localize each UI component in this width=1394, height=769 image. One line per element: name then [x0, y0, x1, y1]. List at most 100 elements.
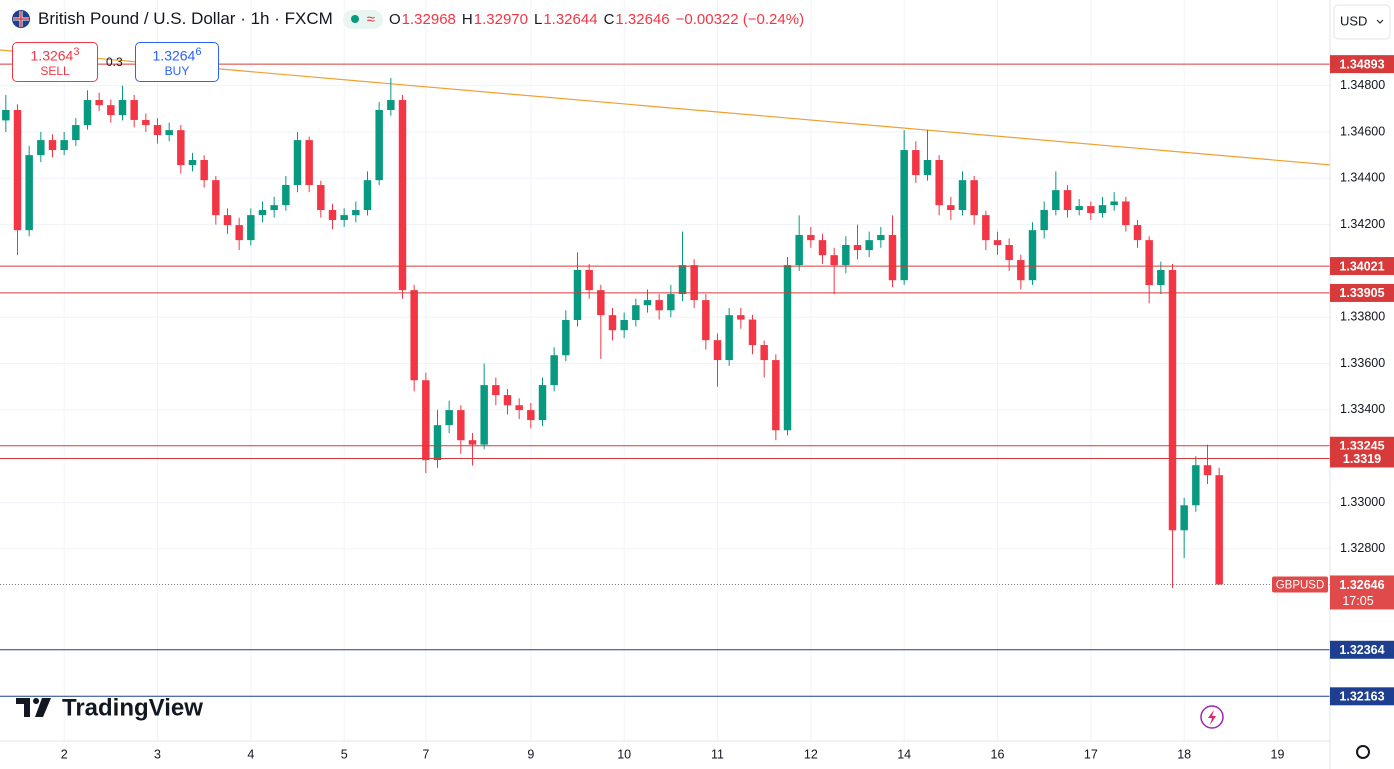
- candle-body: [550, 355, 558, 386]
- candle-body: [60, 140, 68, 151]
- candle-body: [480, 385, 488, 445]
- candle-body: [258, 210, 267, 216]
- sell-price: 1.3264: [30, 47, 74, 64]
- x-tick-label: 3: [154, 747, 161, 761]
- level-label-bg: [1330, 283, 1394, 302]
- quote-key: L: [533, 10, 543, 28]
- y-tick-label: 1.33800: [1340, 310, 1385, 324]
- x-tick-label: 18: [1177, 747, 1191, 761]
- currency-label: USD: [1340, 13, 1367, 28]
- candle-body: [783, 265, 792, 431]
- candle-body: [818, 240, 827, 256]
- level-label: 1.32364: [1339, 643, 1384, 657]
- header: British Pound / U.S. Dollar · 1h · FXCM …: [10, 8, 804, 30]
- candle-body: [527, 410, 535, 421]
- candle-body: [760, 345, 768, 361]
- level-label-bg: [1330, 640, 1394, 659]
- last-price-bg: [1330, 575, 1394, 610]
- candle-body: [1180, 505, 1188, 531]
- candle-body: [352, 210, 360, 216]
- x-tick-label: 10: [617, 747, 631, 761]
- candle-body: [923, 160, 932, 176]
- sell-pip: 3: [73, 46, 80, 58]
- candle-body: [912, 150, 920, 176]
- candle-body: [387, 100, 395, 110]
- x-tick-label: 4: [247, 747, 254, 761]
- x-tick-label: 12: [804, 747, 818, 761]
- candle-body: [107, 105, 115, 116]
- settings-icon[interactable]: [1356, 745, 1370, 759]
- quote-value: 1.32968: [401, 10, 456, 28]
- buy-price: 1.3264: [152, 47, 196, 64]
- candle-body: [853, 244, 862, 251]
- candle-body: [1145, 240, 1153, 286]
- candle-body: [37, 140, 45, 156]
- candle-body: [713, 340, 722, 361]
- candle-body: [1133, 225, 1142, 241]
- quote-value: 1.32970: [473, 10, 528, 28]
- sell-button[interactable]: 1.32643 SELL: [12, 42, 98, 82]
- candle-body: [795, 235, 803, 266]
- candle-body: [620, 320, 628, 331]
- candle-body: [1028, 230, 1037, 281]
- level-label: 1.3319: [1343, 452, 1381, 466]
- currency-box: [1333, 4, 1391, 40]
- candle-body: [177, 130, 185, 166]
- candle-body: [188, 160, 197, 166]
- quote-value: 1.32644: [543, 10, 598, 28]
- y-tick-label: 1.34400: [1340, 171, 1385, 185]
- candle-body: [95, 100, 103, 106]
- x-tick-label: 5: [341, 747, 348, 761]
- candle-body: [200, 160, 208, 181]
- x-axis-bg: [0, 741, 1330, 769]
- quote-key: C: [603, 10, 615, 28]
- candle-body: [982, 215, 990, 241]
- candle-body: [118, 100, 127, 116]
- candle-body: [888, 235, 897, 281]
- candle-body: [573, 270, 582, 321]
- market-status[interactable]: ≈: [342, 9, 383, 29]
- candle-body: [235, 225, 243, 241]
- candle-body: [305, 140, 313, 186]
- alert-bolt: [1208, 710, 1216, 725]
- candle-body: [585, 270, 593, 291]
- y-tick-label: 1.33600: [1340, 356, 1385, 370]
- candle-body: [83, 100, 92, 126]
- x-tick-label: 2: [61, 747, 68, 761]
- buy-button[interactable]: 1.32646 BUY: [135, 42, 219, 82]
- candle-body: [655, 300, 663, 311]
- candle-body: [1052, 190, 1060, 211]
- candle-body: [1005, 244, 1013, 261]
- candle-body: [678, 265, 687, 295]
- buy-label: BUY: [164, 63, 190, 78]
- level-label: 1.33905: [1339, 286, 1384, 300]
- candle-body: [410, 290, 418, 381]
- candle-body: [1017, 260, 1025, 281]
- candle-body: [1157, 270, 1165, 286]
- candle-body: [468, 440, 477, 445]
- symbol-tag-bg: [1272, 576, 1328, 593]
- quote-key: H: [461, 10, 473, 28]
- candle-body: [748, 319, 757, 346]
- x-tick-label: 16: [991, 747, 1005, 761]
- currency-selector[interactable]: USD: [1333, 4, 1391, 40]
- candle-body: [1168, 270, 1177, 531]
- candle-body: [1098, 205, 1107, 214]
- candle-body: [830, 255, 838, 266]
- candle-body: [608, 315, 617, 331]
- candle-body: [1192, 465, 1200, 506]
- candle-body: [457, 410, 465, 441]
- candle-body: [142, 119, 150, 126]
- chevron: [1376, 19, 1384, 24]
- flag-icon: [12, 10, 30, 28]
- candle-body: [247, 215, 255, 241]
- candle-body: [702, 300, 710, 341]
- candle-body: [445, 410, 453, 426]
- y-tick-label: 1.34600: [1340, 124, 1385, 138]
- candle-body: [515, 405, 523, 411]
- candle-body: [1215, 475, 1223, 585]
- countdown: 17:05: [1342, 594, 1373, 608]
- candle-body: [422, 380, 430, 461]
- candle-body: [1110, 201, 1118, 206]
